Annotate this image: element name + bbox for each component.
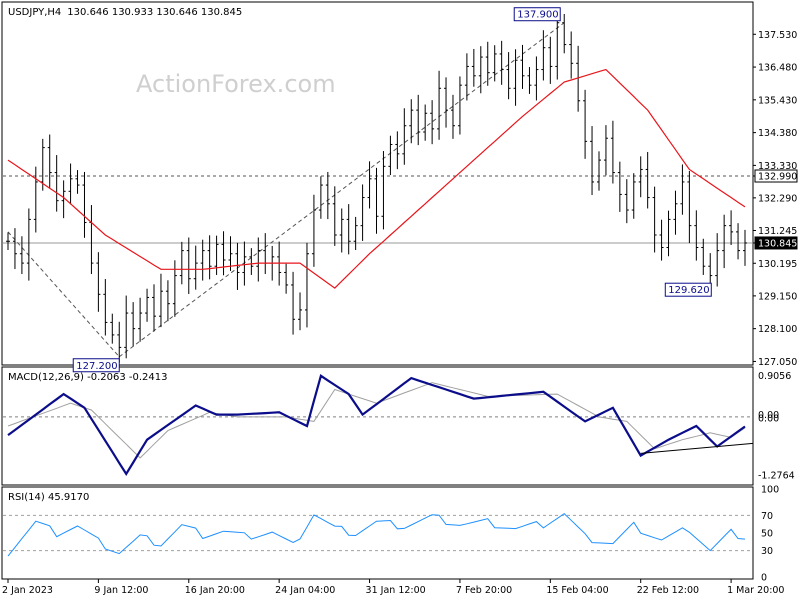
x-axis-label-6: 15 Feb 04:00 (546, 585, 608, 596)
axis-layer: 137.530 136.480 135.430 134.380 133.330132.9… (2, 30, 798, 596)
rsi-axis-label-4: 0 (761, 573, 767, 584)
price-header: USDJPY,H4 130.646 130.933 130.646 130.845 (8, 7, 242, 18)
price-axis-label-2: 135.430 (758, 95, 797, 106)
x-axis-label-3: 24 Jan 04:00 (275, 585, 335, 596)
price-axis-label-0: 137.530 (758, 30, 797, 41)
price-axis-label-11: 128.100 (758, 324, 797, 335)
price-annotation-0: 137.900 (517, 10, 558, 21)
price-moving-average (7, 68, 746, 289)
macd-panel-frame (1, 366, 754, 486)
x-axis-label-2: 16 Jan 20:00 (185, 585, 245, 596)
rsi-axis-label-1: 70 (761, 511, 773, 522)
rsi-line (7, 512, 746, 557)
current-price-tag (754, 236, 798, 250)
rsi-layer (3, 512, 752, 557)
price-annotation-box-1 (72, 358, 120, 373)
price-annotation-1: 127.200 (76, 361, 117, 372)
price-axis-label-10: 129.150 (758, 291, 797, 302)
price-axis-label-6: 132.290 (758, 193, 797, 204)
x-axis-label-8: 1 Mar 20:00 (727, 585, 784, 596)
ohlc-label: 130.646 130.933 130.646 130.845 (67, 7, 242, 18)
price-layer: 137.900 127.200 129.620 (3, 7, 752, 373)
price-axis-label-8: 130.845 (758, 238, 797, 249)
x-axis-label-7: 22 Feb 12:00 (637, 585, 699, 596)
x-axis-label-1: 9 Jan 12:00 (94, 585, 148, 596)
price-axis-label-12: 127.050 (758, 357, 797, 368)
x-axis-label-0: 2 Jan 2023 (2, 585, 53, 596)
macd-main-line (7, 374, 746, 476)
macd-trendline-0 (640, 442, 754, 454)
price-axis-label-7: 131.245 (758, 226, 797, 237)
price-axis-label-4: 133.330 (758, 161, 797, 172)
macd-axis-label-1: 0.00 (758, 410, 779, 421)
x-axis-label-5: 7 Feb 20:00 (456, 585, 512, 596)
rsi-title: RSI(14) 45.9170 (8, 492, 89, 503)
x-axis-label-4: 31 Jan 12:00 (366, 585, 426, 596)
macd-axis-label-3: -1.2764 (758, 471, 795, 482)
price-trendline-1 (118, 22, 565, 358)
price-axis-label-9: 130.195 (758, 259, 797, 270)
price-annotation-box-2 (664, 282, 712, 297)
price-annotation-box-0 (513, 7, 561, 22)
price-axis-label-1: 136.480 (758, 63, 797, 74)
price-annotation-2: 129.620 (668, 285, 709, 296)
macd-axis-label-2: 0.00 (758, 414, 779, 425)
macd-title: MACD(12,26,9) -0.2063 -0.2413 (8, 372, 168, 383)
symbol-label: USDJPY,H4 (8, 7, 61, 18)
price-axis-label-3: 134.380 (758, 128, 797, 139)
rsi-axis-label-2: 50 (761, 529, 773, 540)
price-panel-frame (1, 1, 754, 366)
rsi-panel-frame (1, 486, 754, 580)
marked-price-tag (754, 169, 798, 183)
macd-axis-label-0: 0.9056 (758, 371, 791, 382)
macd-layer (3, 374, 754, 476)
watermark: ActionForex.com (136, 70, 336, 98)
rsi-axis-label-3: 30 (761, 546, 773, 557)
rsi-axis-label-0: 100 (761, 485, 779, 496)
price-axis-label-5: 132.990 (758, 172, 797, 183)
